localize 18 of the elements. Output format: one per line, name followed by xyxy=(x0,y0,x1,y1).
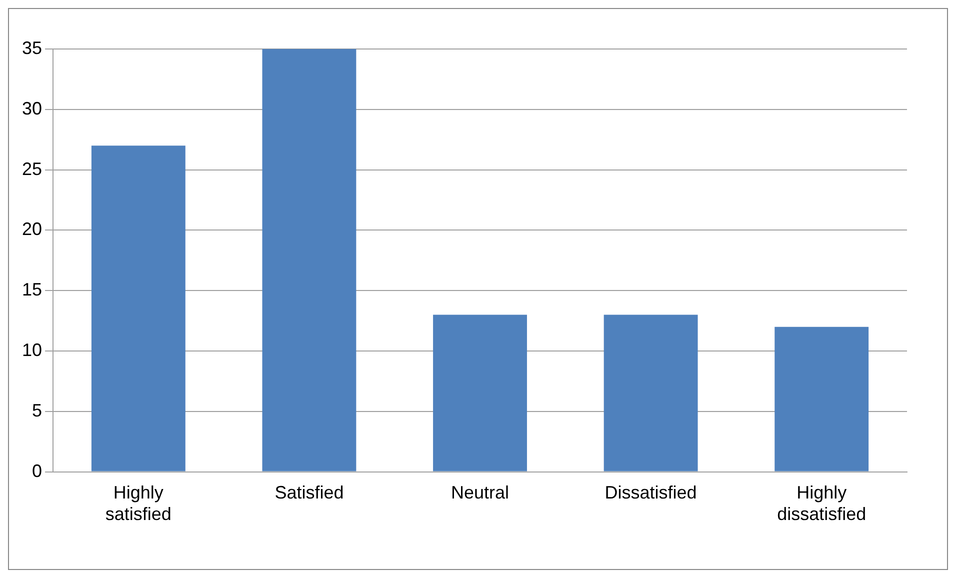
bar xyxy=(774,326,869,472)
x-tick-label: Dissatisfied xyxy=(604,482,697,503)
x-tick-label: Neutral xyxy=(450,482,510,503)
x-tick-label: Highly dissatisfied xyxy=(777,482,866,524)
y-tick-label: 0 xyxy=(32,460,42,481)
x-tick-label: Highly satisfied xyxy=(105,482,172,524)
bar xyxy=(604,314,698,472)
y-tick-label: 20 xyxy=(22,219,42,240)
bar xyxy=(91,146,186,472)
y-tick-label: 10 xyxy=(22,340,42,360)
bar xyxy=(262,49,356,472)
y-tick-label: 30 xyxy=(22,98,42,118)
x-tick-label: Satisfied xyxy=(274,482,344,503)
bar xyxy=(433,314,527,472)
y-tick-label: 25 xyxy=(22,158,42,179)
y-tick-label: 5 xyxy=(32,400,42,420)
y-tick-label: 15 xyxy=(22,280,42,300)
y-tick-label: 35 xyxy=(22,38,42,58)
